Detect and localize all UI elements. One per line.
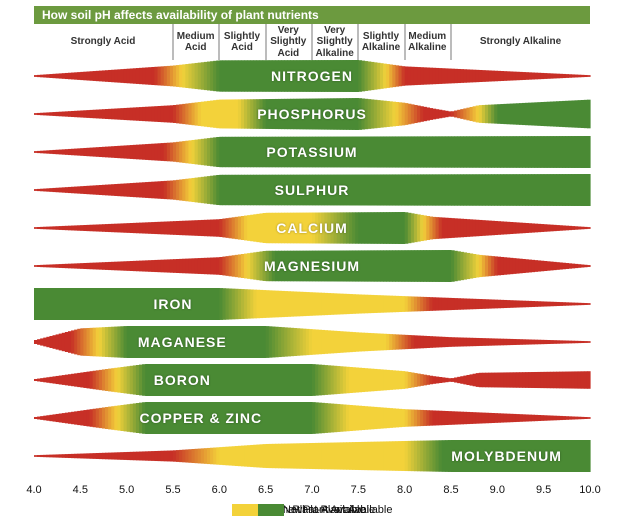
nutrient-band	[34, 250, 590, 282]
ph-category-header: Very Slightly Acid	[266, 24, 312, 60]
header-separator	[173, 24, 174, 60]
ph-category-header: Strongly Acid	[34, 24, 173, 60]
x-axis-tick: 6.0	[212, 484, 227, 496]
header-separator	[266, 24, 267, 60]
ph-category-header: Slightly Acid	[219, 24, 265, 60]
header-separator	[219, 24, 220, 60]
header-separator	[358, 24, 359, 60]
nutrient-band	[34, 288, 590, 320]
header-separator	[312, 24, 313, 60]
nutrient-band	[34, 402, 590, 434]
x-axis-tick: 6.5	[258, 484, 273, 496]
x-axis-tick: 4.5	[73, 484, 88, 496]
header-separator	[451, 24, 452, 60]
x-axis-tick: 5.5	[165, 484, 180, 496]
x-axis-tick: 10.0	[579, 484, 600, 496]
x-axis-tick: 9.5	[536, 484, 551, 496]
x-axis-tick: 9.0	[490, 484, 505, 496]
x-axis-tick: 8.0	[397, 484, 412, 496]
nutrient-band	[34, 440, 590, 472]
x-axis-tick: 5.0	[119, 484, 134, 496]
chart-title: How soil pH affects availability of plan…	[34, 6, 590, 24]
ph-category-header: Medium Acid	[173, 24, 219, 60]
ph-category-header: Slightly Alkaline	[358, 24, 404, 60]
nutrient-band	[34, 136, 590, 168]
x-axis-tick: 8.5	[443, 484, 458, 496]
legend-swatch	[258, 504, 284, 516]
header-separator	[405, 24, 406, 60]
ph-category-header: Medium Alkaline	[405, 24, 451, 60]
nutrient-band	[34, 98, 590, 130]
soil-ph-chart: How soil pH affects availability of plan…	[0, 0, 624, 524]
ph-category-header: Strongly Alkaline	[451, 24, 590, 60]
nutrient-band	[34, 326, 590, 358]
nutrient-band	[34, 364, 590, 396]
legend-swatch	[232, 504, 258, 516]
ph-category-header: Very Slightly Alkaline	[312, 24, 358, 60]
nutrient-band	[34, 212, 590, 244]
x-axis-tick: 7.0	[304, 484, 319, 496]
legend-label: Plant-Available	[292, 504, 365, 516]
x-axis-tick: 7.5	[351, 484, 366, 496]
x-axis-tick: 4.0	[26, 484, 41, 496]
nutrient-band	[34, 60, 590, 92]
legend-item: Plant-Available	[258, 504, 365, 516]
plot-area: NITROGENPHOSPHORUSPOTASSIUMSULPHURCALCIU…	[34, 60, 590, 480]
nutrient-band	[34, 174, 590, 206]
